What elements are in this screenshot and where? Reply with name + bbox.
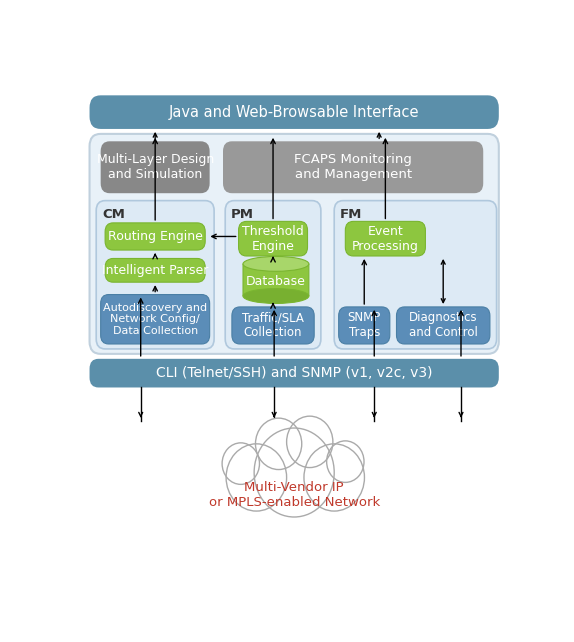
Text: Java and Web-Browsable Interface: Java and Web-Browsable Interface: [169, 105, 420, 119]
FancyBboxPatch shape: [346, 221, 425, 256]
FancyBboxPatch shape: [232, 307, 314, 344]
Text: Diagnostics
and Control: Diagnostics and Control: [409, 311, 478, 340]
Ellipse shape: [243, 257, 309, 272]
Text: Multi-Layer Design
and Simulation: Multi-Layer Design and Simulation: [96, 153, 214, 181]
Text: Routing Engine: Routing Engine: [108, 230, 203, 243]
FancyBboxPatch shape: [90, 359, 499, 388]
Text: PM: PM: [231, 208, 254, 221]
Circle shape: [286, 416, 333, 467]
Ellipse shape: [243, 289, 309, 304]
FancyBboxPatch shape: [90, 134, 499, 354]
Circle shape: [222, 443, 259, 484]
Circle shape: [226, 444, 286, 511]
Text: CLI (Telnet/SSH) and SNMP (v1, v2c, v3): CLI (Telnet/SSH) and SNMP (v1, v2c, v3): [156, 366, 432, 380]
FancyBboxPatch shape: [100, 295, 210, 344]
Circle shape: [327, 441, 364, 482]
Text: CM: CM: [102, 208, 125, 221]
FancyBboxPatch shape: [243, 264, 309, 296]
Text: Database: Database: [246, 275, 306, 288]
FancyBboxPatch shape: [339, 307, 390, 344]
FancyBboxPatch shape: [105, 259, 205, 282]
Text: Event
Processing: Event Processing: [352, 225, 419, 253]
Circle shape: [255, 418, 302, 469]
FancyBboxPatch shape: [90, 95, 499, 129]
Text: SNMP
Traps: SNMP Traps: [348, 311, 381, 340]
FancyBboxPatch shape: [223, 141, 483, 193]
Text: Threshold
Engine: Threshold Engine: [242, 225, 304, 253]
FancyBboxPatch shape: [225, 200, 321, 349]
Circle shape: [304, 444, 364, 511]
FancyBboxPatch shape: [334, 200, 497, 349]
Circle shape: [254, 428, 334, 517]
Text: FM: FM: [340, 208, 362, 221]
FancyBboxPatch shape: [397, 307, 490, 344]
Text: FCAPS Monitoring
and Management: FCAPS Monitoring and Management: [294, 153, 412, 181]
FancyBboxPatch shape: [100, 141, 210, 193]
Text: Traffic/SLA
Collection: Traffic/SLA Collection: [242, 311, 304, 340]
Text: Autodiscovery and
Network Config/
Data Collection: Autodiscovery and Network Config/ Data C…: [103, 302, 207, 336]
FancyBboxPatch shape: [96, 200, 214, 349]
FancyBboxPatch shape: [239, 221, 308, 256]
Text: Multi-Vendor IP
or MPLS-enabled Network: Multi-Vendor IP or MPLS-enabled Network: [208, 481, 380, 508]
FancyBboxPatch shape: [105, 223, 205, 250]
Text: Intelligent Parser: Intelligent Parser: [102, 264, 208, 277]
